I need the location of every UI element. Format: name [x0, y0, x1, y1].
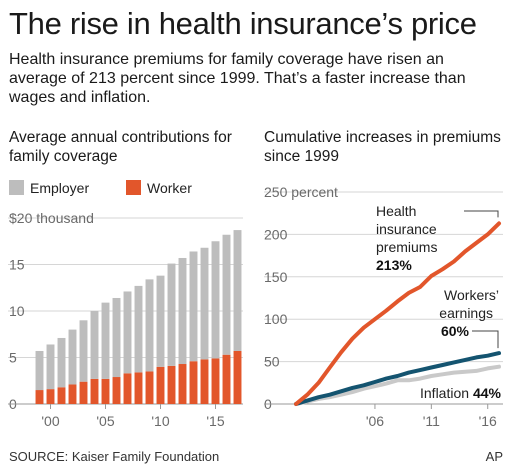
employer-bar — [211, 241, 220, 359]
chart-subtitle: Health insurance premiums for family cov… — [9, 51, 466, 106]
premiums-end-label: 213% — [376, 257, 412, 273]
worker-bar — [200, 359, 209, 404]
inflation-end-label: 44% — [473, 385, 502, 401]
worker-bar — [90, 378, 99, 404]
worker-bar — [156, 366, 165, 404]
worker-bar — [46, 389, 55, 404]
worker-bar — [35, 390, 44, 404]
line-y-tick-label: 150 — [264, 269, 288, 285]
bar-y-tick-label: $20 thousand — [9, 210, 94, 226]
worker-bar — [211, 358, 220, 404]
employer-bar — [222, 234, 231, 355]
bar-x-tick-label: '00 — [41, 413, 59, 429]
employer-bar — [46, 344, 55, 390]
line-x-tick-label: '11 — [423, 413, 440, 429]
worker-bar — [233, 350, 242, 404]
inflation-line — [294, 364, 501, 406]
legend-worker: Worker — [126, 180, 192, 196]
employer-bar — [123, 291, 132, 374]
premiums-label-line: insurance — [376, 221, 437, 237]
line-x-tick-label: '06 — [366, 413, 384, 429]
line-x-tick-label: '16 — [479, 413, 497, 429]
line-y-tick-label: 100 — [264, 311, 288, 327]
worker-bar — [123, 373, 132, 404]
worker-bar — [167, 365, 176, 404]
employer-bar — [112, 297, 121, 378]
source-note: SOURCE: Kaiser Family Foundation — [9, 449, 220, 464]
earnings-end-label: 60% — [441, 323, 470, 339]
bar-x-tick-label: '15 — [206, 413, 224, 429]
employer-bar — [233, 230, 242, 351]
chart-title: The rise in health insurance’s price — [9, 6, 477, 41]
employer-swatch — [9, 180, 24, 195]
worker-bar — [222, 354, 231, 404]
right-chart-title: Cumulative increases in premiums since 1… — [264, 129, 501, 165]
worker-bar — [112, 377, 121, 404]
worker-bar — [101, 378, 110, 404]
bar-x-tick-label: '10 — [151, 413, 169, 429]
premiums-label-line: premiums — [376, 239, 437, 255]
left-chart-title: Average annual contributions for family … — [9, 129, 232, 165]
employer-bar — [189, 251, 198, 362]
premiums-leader-line — [464, 210, 499, 218]
premiums-label-line: Health — [376, 203, 416, 219]
credit-note: AP — [485, 449, 503, 464]
legend-employer: Employer — [9, 180, 89, 196]
worker-bar — [57, 387, 66, 404]
employer-bar — [178, 257, 187, 365]
employer-bar — [156, 275, 165, 367]
bar-y-tick-label: 5 — [9, 350, 17, 366]
bar-y-tick-label: 15 — [9, 257, 25, 273]
earnings-label-line: Workers’ — [444, 287, 499, 303]
bar-y-tick-label: 10 — [9, 303, 25, 319]
premiums-line — [294, 221, 501, 406]
earnings-leader-line — [472, 330, 499, 349]
worker-bar — [68, 384, 77, 404]
employer-bar — [35, 350, 44, 391]
employer-bar — [200, 247, 209, 360]
employer-bar — [101, 302, 110, 379]
worker-bar — [178, 364, 187, 404]
worker-bar — [189, 361, 198, 404]
earnings-label-line: earnings — [439, 305, 493, 321]
worker-bar — [134, 372, 143, 404]
inflation-label: Inflation 44% — [420, 385, 502, 401]
worker-bar — [145, 371, 154, 404]
line-y-tick-label: 250 percent — [264, 184, 338, 200]
worker-bar — [79, 381, 88, 404]
line-y-tick-label: 200 — [264, 226, 288, 242]
employer-bar — [79, 320, 88, 382]
worker-swatch — [126, 180, 141, 195]
employer-bar — [68, 329, 77, 385]
employer-bar — [57, 337, 66, 388]
employer-bar — [167, 263, 176, 366]
employer-bar — [145, 279, 154, 372]
bar-x-tick-label: '05 — [96, 413, 114, 429]
line-y-tick-label: 50 — [264, 354, 280, 370]
employer-bar — [134, 285, 143, 373]
employer-bar — [90, 311, 99, 379]
legend-employer-label: Employer — [30, 180, 90, 196]
legend-worker-label: Worker — [147, 180, 192, 196]
earnings-line — [294, 351, 501, 406]
